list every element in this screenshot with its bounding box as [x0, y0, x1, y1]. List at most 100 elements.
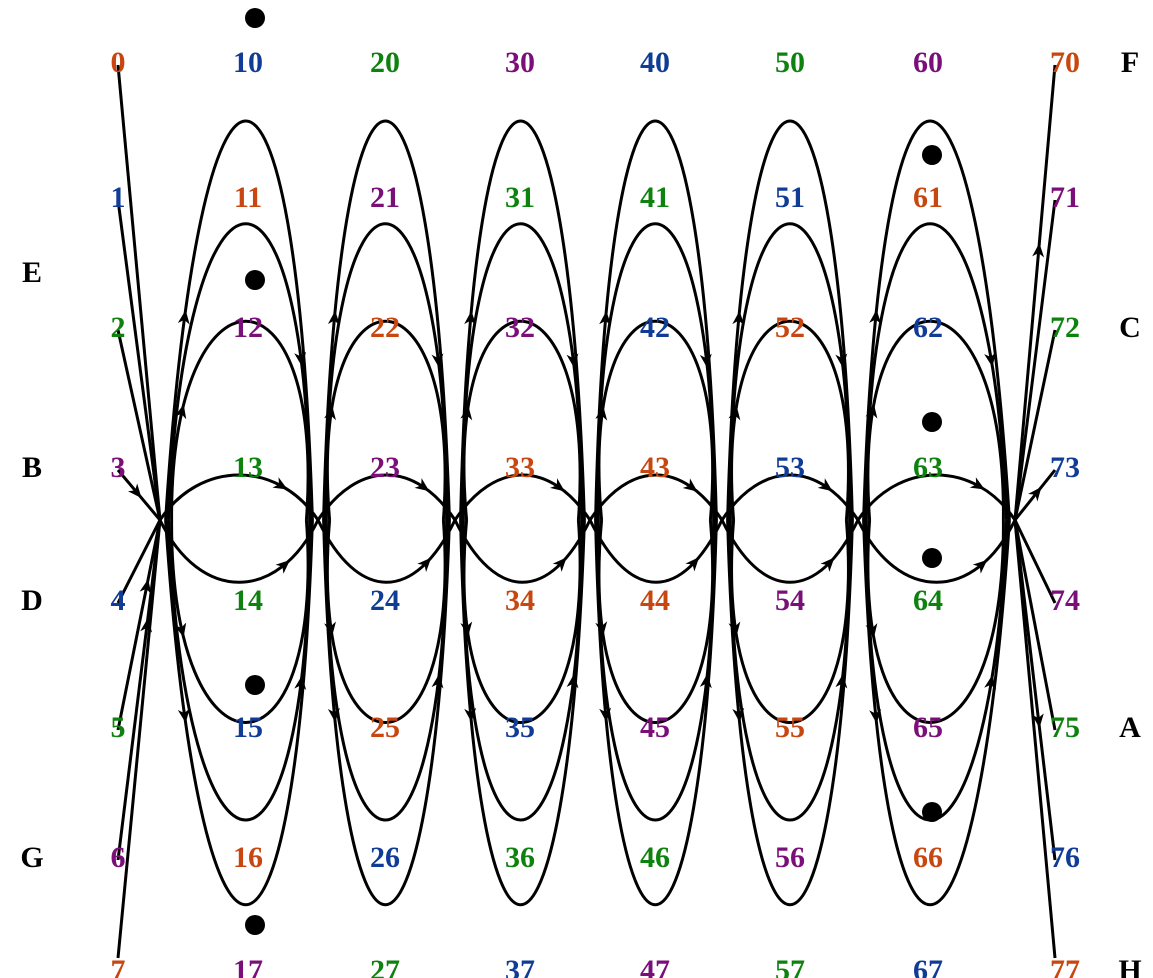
node-label: 26 [370, 841, 400, 874]
node-label: 7 [111, 954, 126, 978]
curve-bottom-2-0-arrow [417, 557, 432, 573]
curve-top-2-2-arrow [324, 405, 336, 421]
node-label: 46 [640, 841, 670, 874]
node-label: 47 [640, 954, 670, 978]
curve-top-5-1 [728, 222, 852, 521]
node-label: 51 [775, 181, 805, 214]
marker-dot [922, 802, 942, 822]
node-label: 63 [913, 451, 943, 484]
node-label: 4 [111, 584, 126, 617]
fan-left-4 [116, 519, 162, 604]
fan-right-7 [1013, 519, 1057, 959]
curve-top-2-0-arrow [327, 310, 340, 326]
node-label: 3 [111, 451, 126, 484]
curve-top-3-1-arrow [566, 353, 579, 369]
node-label: 72 [1050, 311, 1080, 344]
curve-bottom-6-3-arrow [869, 708, 882, 724]
curve-bottom-3-0-arrow [552, 557, 567, 572]
marker-dot [922, 145, 942, 165]
node-label: 61 [913, 181, 943, 214]
side-label-left: E [22, 256, 42, 289]
side-label-right: C [1119, 311, 1141, 344]
node-label: 76 [1050, 841, 1080, 874]
curves-layer [116, 64, 1057, 959]
fan-right-1 [1013, 199, 1057, 521]
curve-bottom-6-1 [866, 519, 1005, 724]
curve-top-6-3-arrow [969, 477, 985, 490]
marker-dot [245, 675, 265, 695]
fan-right-0 [1013, 64, 1057, 521]
node-label: 73 [1050, 451, 1080, 484]
curve-top-6-3 [856, 473, 1017, 521]
marker-dot [245, 915, 265, 935]
fan-right-3 [1013, 469, 1057, 521]
curve-top-1-2-arrow [174, 404, 187, 420]
marker-dot [922, 412, 942, 432]
node-label: 24 [370, 584, 400, 617]
fan-left-2 [116, 329, 162, 521]
node-label: 21 [370, 181, 400, 214]
labels-layer: 0123456710111213141516172021222324252627… [111, 46, 1081, 978]
node-label: 16 [233, 841, 263, 874]
curve-top-1-3-arrow [272, 477, 288, 490]
node-label: 64 [913, 584, 943, 617]
node-label: 41 [640, 181, 670, 214]
curve-bottom-1-3 [164, 519, 314, 907]
node-label: 27 [370, 954, 400, 978]
node-label: 2 [111, 311, 126, 344]
node-label: 37 [505, 954, 535, 978]
side-label-right: F [1121, 46, 1139, 79]
node-label: 43 [640, 451, 670, 484]
curve-bottom-6-0-arrow [972, 559, 988, 574]
curve-top-1-1 [166, 222, 312, 521]
dots-layer [245, 8, 942, 935]
fan-right-2 [1013, 329, 1057, 521]
curve-bottom-2-2 [324, 519, 449, 822]
node-label: 40 [640, 46, 670, 79]
node-label: 33 [505, 451, 535, 484]
fan-right-4 [1013, 519, 1057, 604]
curve-top-4-0-arrow [599, 310, 612, 326]
curve-top-3-3 [453, 473, 592, 521]
fan-left-5-arrow [139, 579, 152, 594]
curve-top-1-0-arrow [177, 309, 190, 325]
node-label: 23 [370, 451, 400, 484]
curve-top-2-2 [325, 320, 447, 521]
node-label: 50 [775, 46, 805, 79]
node-label: 55 [775, 711, 805, 744]
curve-top-5-1-arrow [835, 353, 848, 368]
curve-top-1-2 [170, 320, 310, 521]
curve-bottom-4-0 [588, 519, 724, 584]
node-label: 60 [913, 46, 943, 79]
node-label: 22 [370, 311, 400, 344]
curve-top-4-1-arrow [699, 353, 712, 369]
fan-left-5 [116, 519, 162, 731]
marker-dot [245, 270, 265, 290]
side-labels-layer: E B D G F C A H [20, 46, 1141, 978]
fan-left-7 [116, 519, 162, 959]
node-label: 42 [640, 311, 670, 344]
node-label: 6 [111, 841, 126, 874]
fan-right-0-arrow [1032, 243, 1045, 258]
node-label: 17 [233, 954, 263, 978]
node-label: 62 [913, 311, 943, 344]
curve-bottom-4-0-arrow [685, 557, 700, 572]
curve-bottom-6-3 [862, 519, 1011, 907]
node-label: 14 [233, 584, 263, 617]
node-label: 20 [370, 46, 400, 79]
curve-bottom-5-0 [720, 519, 860, 584]
curve-top-4-2-arrow [595, 405, 608, 421]
node-label: 45 [640, 711, 670, 744]
node-label: 71 [1050, 181, 1080, 214]
marker-dot [922, 548, 942, 568]
curve-top-3-1 [461, 222, 584, 521]
curve-top-5-2-arrow [728, 405, 741, 421]
side-label-left: G [20, 841, 43, 874]
fan-left-3-arrow [127, 483, 142, 499]
curve-top-4-3-arrow [682, 478, 698, 492]
node-label: 1 [111, 181, 126, 214]
node-label: 10 [233, 46, 263, 79]
node-label: 65 [913, 711, 943, 744]
side-label-right: A [1119, 711, 1141, 744]
